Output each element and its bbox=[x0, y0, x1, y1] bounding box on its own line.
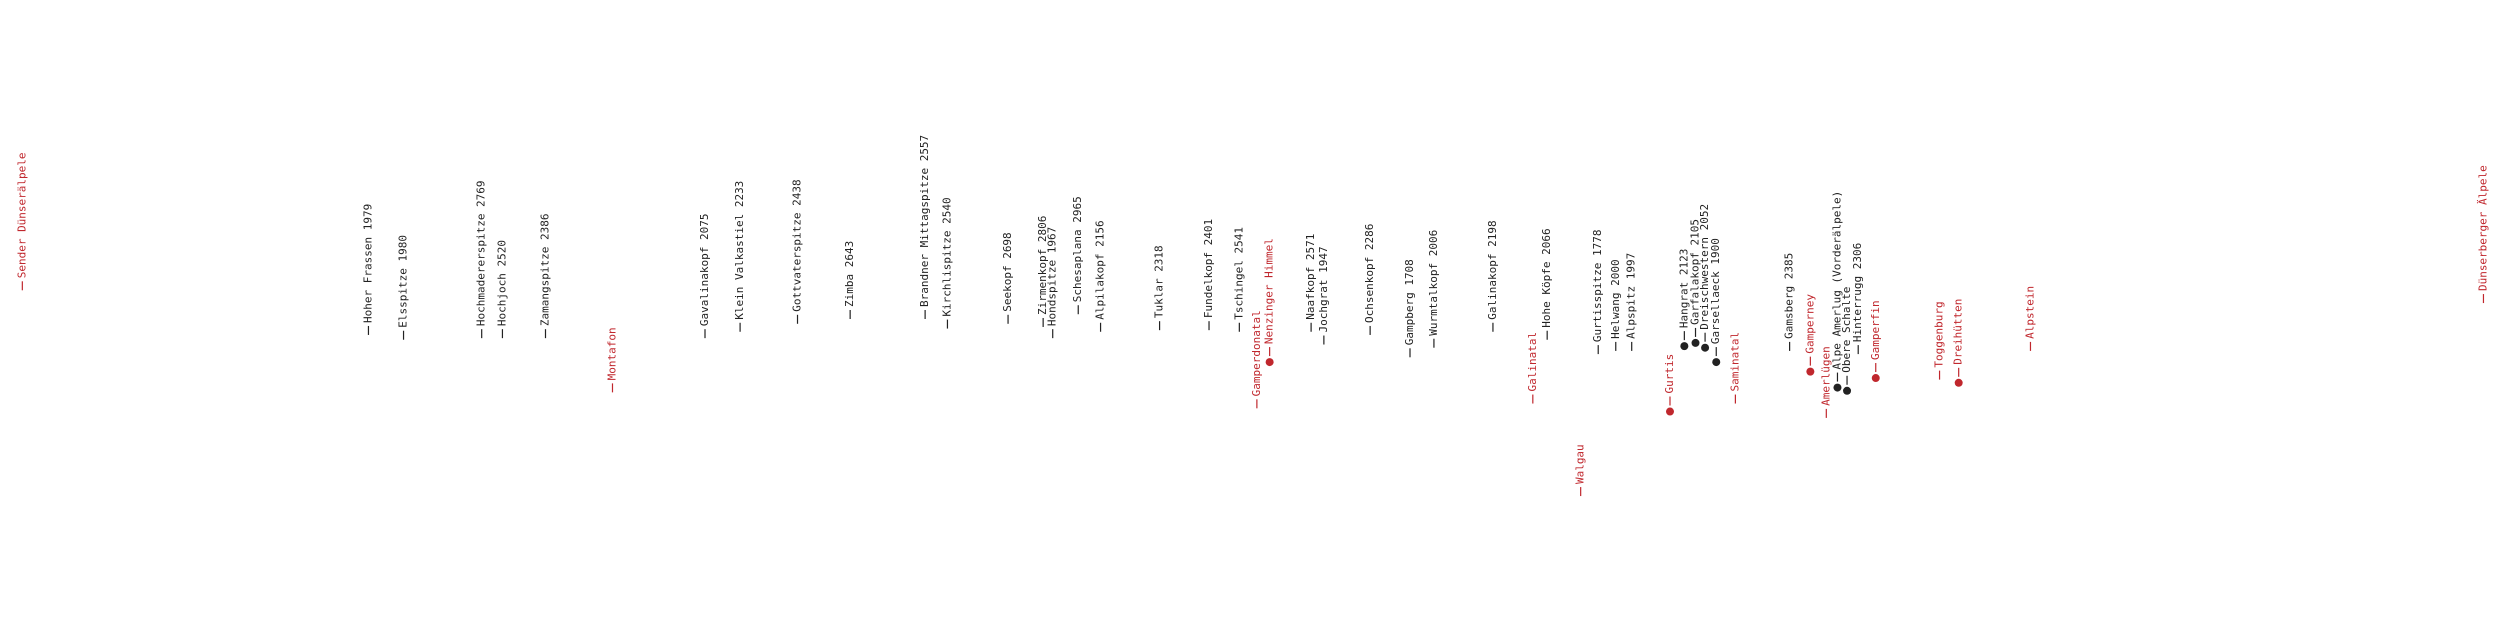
label: Montafon bbox=[605, 327, 618, 380]
label: Zamangspitze 2386 bbox=[538, 214, 551, 327]
label: Alpe Amerlug (Vorderälpele) bbox=[1830, 191, 1843, 370]
label: Hoher Frassen 1979 bbox=[361, 204, 374, 323]
label: Dreihütten bbox=[1952, 299, 1965, 365]
label: Gavalinakopf 2075 bbox=[698, 214, 711, 327]
label: Klein Valkastiel 2233 bbox=[733, 181, 746, 320]
label: Jochgrat 1947 bbox=[1317, 246, 1330, 332]
label: Dünserberger Älpele bbox=[2476, 165, 2489, 291]
label: Hohe Köpfe 2066 bbox=[1540, 228, 1553, 327]
label: Sender Dünserälpele bbox=[15, 152, 28, 278]
label: Kirchlispitze 2540 bbox=[940, 197, 953, 316]
label: Saminatal bbox=[1728, 332, 1741, 392]
label: Hochjoch 2520 bbox=[495, 240, 508, 326]
label: Zimba 2643 bbox=[843, 241, 856, 307]
point-marker bbox=[1843, 386, 1852, 395]
point-marker bbox=[1665, 407, 1674, 416]
label: Hochmaderer­spitze 2769 bbox=[475, 180, 488, 326]
label: Naafkopf 2571 bbox=[1304, 234, 1317, 320]
label: Toggenburg bbox=[1933, 301, 1946, 367]
label: Gamsberg 2385 bbox=[1783, 253, 1796, 339]
point-marker bbox=[1833, 383, 1842, 392]
label: Alpstein bbox=[2023, 286, 2036, 339]
point-marker bbox=[1701, 343, 1710, 352]
point-marker bbox=[1806, 367, 1815, 376]
label: Helwang 2000 bbox=[1609, 259, 1622, 338]
label: Brandner Mittagspitze 2557 bbox=[918, 135, 931, 307]
label: Hondspitze 1967 bbox=[1046, 227, 1059, 326]
label: Tschingel 2541 bbox=[1232, 227, 1245, 320]
label: Gamperdonatal bbox=[1250, 310, 1263, 396]
label: Ochsenkopf 2286 bbox=[1363, 224, 1376, 323]
label: Garsellaeck 1900 bbox=[1709, 238, 1722, 344]
point-marker bbox=[1954, 378, 1963, 387]
point-marker bbox=[1691, 338, 1700, 347]
label: Alpspitz 1997 bbox=[1625, 253, 1638, 339]
label: Zirmenkopf 2806 bbox=[1036, 216, 1049, 315]
label: Wurmtalkopf 2006 bbox=[1427, 230, 1440, 336]
label: Amerlügen bbox=[1819, 346, 1832, 406]
label: Dreischwestern 2052 bbox=[1698, 204, 1711, 330]
label: Fundelkopf 2401 bbox=[1202, 219, 1215, 318]
label: Schesaplana 2965 bbox=[1071, 196, 1084, 302]
label: Gurtis bbox=[1663, 354, 1676, 394]
label: Walgau bbox=[1574, 444, 1587, 484]
point-marker bbox=[1871, 374, 1880, 383]
label: Garfalakopf 2105 bbox=[1689, 219, 1702, 325]
point-marker bbox=[1680, 342, 1689, 351]
point-marker bbox=[1265, 358, 1274, 367]
label: Obere Schalte bbox=[1840, 287, 1853, 373]
label: Gurtisspitze 1778 bbox=[1591, 230, 1604, 343]
label: Tuklar 2318 bbox=[1153, 245, 1166, 318]
label: Galinakopf 2198 bbox=[1486, 220, 1499, 319]
label: Gamperfin bbox=[1869, 300, 1882, 360]
label: Gamperney bbox=[1803, 294, 1816, 354]
label: Seekopf 2698 bbox=[1001, 232, 1014, 311]
label: Elsspitze 1980 bbox=[397, 235, 410, 328]
label: Gottvaterspitze 2438 bbox=[791, 179, 804, 311]
label: Hinterrugg 2306 bbox=[1851, 243, 1864, 342]
label: Hangrat 2123 bbox=[1677, 249, 1690, 328]
label: Alpilakopf 2156 bbox=[1094, 220, 1107, 319]
label: Gampberg 1708 bbox=[1403, 259, 1416, 345]
point-marker bbox=[1712, 358, 1721, 367]
label: Galinatal bbox=[1526, 332, 1539, 392]
label: Nenzinger Himmel bbox=[1263, 238, 1276, 344]
